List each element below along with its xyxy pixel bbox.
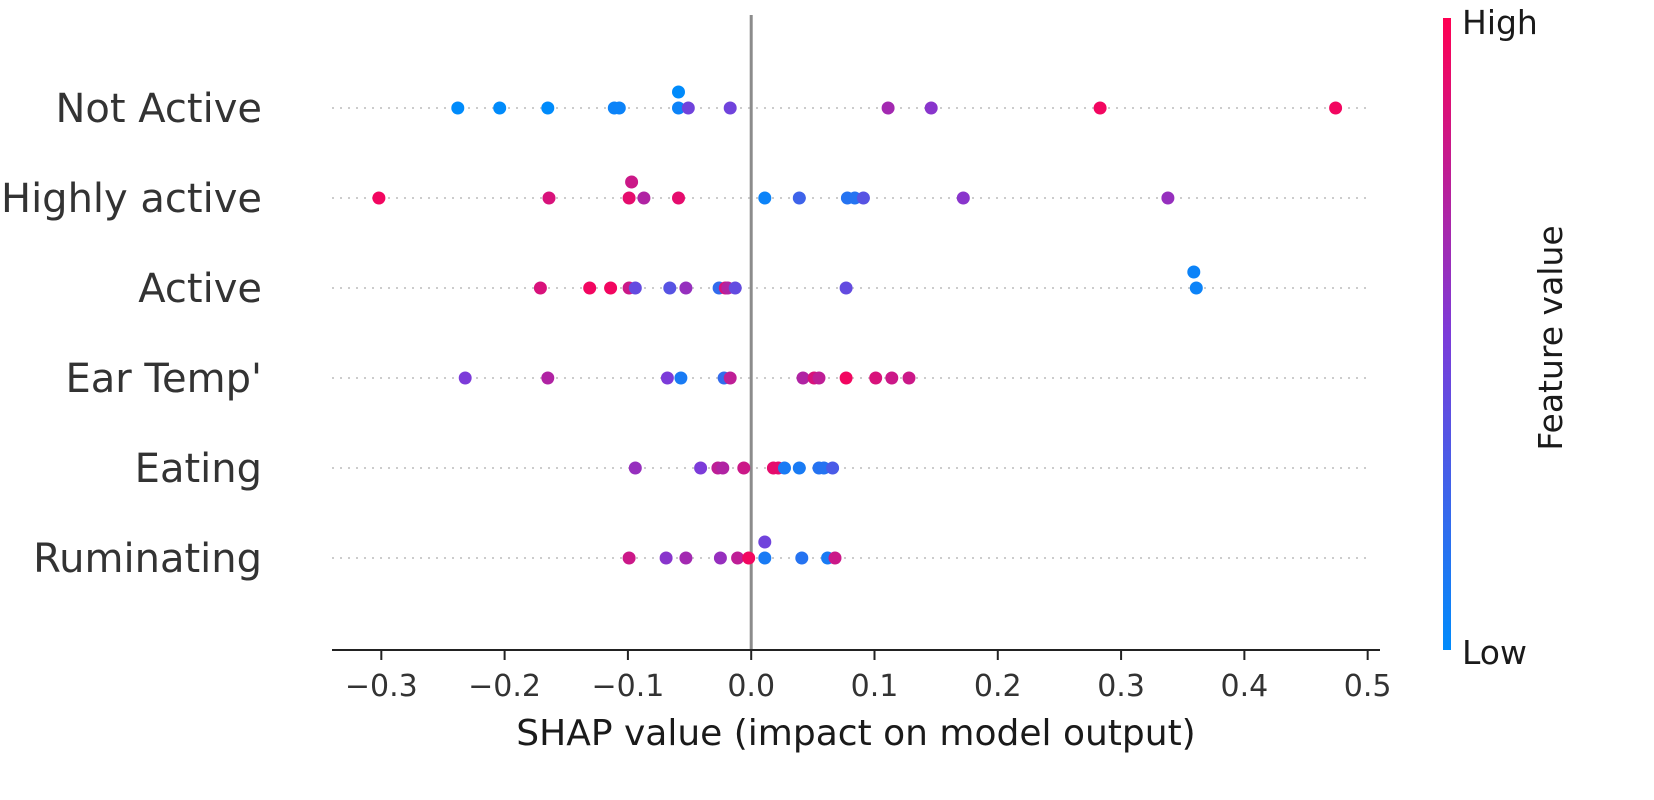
shap-point: [758, 191, 772, 205]
shap-point: [672, 101, 685, 115]
shap-point: [828, 551, 842, 565]
shap-point: [674, 371, 688, 385]
shap-point: [660, 371, 674, 385]
shap-point: [637, 191, 651, 205]
shap-point: [542, 191, 556, 205]
shap-point: [839, 281, 853, 295]
shap-point: [885, 371, 899, 385]
shap-point: [856, 191, 870, 205]
shap-point: [713, 551, 727, 565]
shap-point: [869, 371, 883, 385]
shap-point: [672, 85, 685, 99]
feature-labels: Not Active Highly active Active Ear Temp' Ea…: [1, 86, 262, 582]
shap-point: [681, 101, 695, 115]
shap-point: [679, 551, 693, 565]
shap-point: [716, 461, 730, 475]
shap-point: [1329, 101, 1343, 115]
shap-point: [541, 371, 555, 385]
shap-point: [723, 371, 737, 385]
feature-gridlines: [332, 107, 1370, 559]
shap-point: [541, 101, 555, 115]
shap-point: [956, 191, 970, 205]
shap-point: [679, 281, 693, 295]
shap-point: [758, 535, 772, 549]
shap-point: [723, 101, 737, 115]
x-tick-label: −0.2: [468, 669, 541, 704]
x-tick-label: −0.1: [591, 669, 664, 704]
x-tick-label: 0.1: [851, 669, 899, 704]
colorbar-high-label: High: [1462, 3, 1538, 42]
shap-point: [1161, 191, 1175, 205]
shap-point: [493, 101, 507, 115]
x-tick-label: 0.0: [727, 669, 775, 704]
shap-point: [451, 101, 465, 115]
colorbar-title: Feature value: [1531, 225, 1570, 450]
shap-point: [792, 191, 806, 205]
feature-label: Ear Temp': [65, 356, 262, 402]
feature-label: Highly active: [1, 176, 262, 222]
shap-point: [622, 551, 636, 565]
shap-point: [778, 461, 791, 475]
x-tick-label: 0.4: [1221, 669, 1269, 704]
shap-point: [1093, 101, 1107, 115]
shap-point: [458, 371, 472, 385]
shap-point: [742, 551, 756, 565]
feature-label: Active: [138, 266, 262, 312]
shap-point: [622, 191, 636, 205]
shap-point: [1187, 265, 1201, 279]
shap-point: [1189, 281, 1203, 295]
shap-point: [839, 371, 853, 385]
shap-point: [604, 281, 618, 295]
shap-point: [728, 281, 742, 295]
shap-point: [533, 281, 547, 295]
shap-point: [663, 281, 677, 295]
shap-point: [924, 101, 938, 115]
x-tick-label: 0.3: [1097, 669, 1145, 704]
shap-points: [372, 85, 1343, 565]
shap-point: [812, 371, 826, 385]
shap-point: [902, 371, 916, 385]
shap-point: [881, 101, 895, 115]
colorbar: [1443, 18, 1451, 650]
feature-label: Not Active: [55, 86, 262, 132]
colorbar-low-label: Low: [1462, 633, 1527, 672]
shap-point: [792, 461, 806, 475]
shap-point: [372, 191, 386, 205]
feature-label: Ruminating: [33, 536, 262, 582]
shap-point: [628, 281, 642, 295]
shap-point: [694, 461, 708, 475]
shap-point: [628, 461, 642, 475]
shap-point: [612, 101, 626, 115]
shap-point: [737, 461, 751, 475]
x-tick-label: 0.2: [974, 669, 1022, 704]
x-axis-ticks: −0.3 −0.2 −0.1 0.0 0.1 0.2 0.3 0.4 0.5: [345, 650, 1392, 704]
x-tick-label: 0.5: [1344, 669, 1392, 704]
shap-point: [583, 281, 597, 295]
shap-point: [826, 461, 840, 475]
shap-point: [795, 551, 809, 565]
shap-point: [672, 191, 685, 205]
shap-point: [758, 551, 772, 565]
x-tick-label: −0.3: [345, 669, 418, 704]
shap-point: [659, 551, 673, 565]
shap-point: [625, 175, 639, 189]
shap-point: [796, 371, 810, 385]
feature-label: Eating: [135, 446, 262, 492]
shap-point: [731, 551, 745, 565]
x-axis-title: SHAP value (impact on model output): [516, 713, 1195, 754]
